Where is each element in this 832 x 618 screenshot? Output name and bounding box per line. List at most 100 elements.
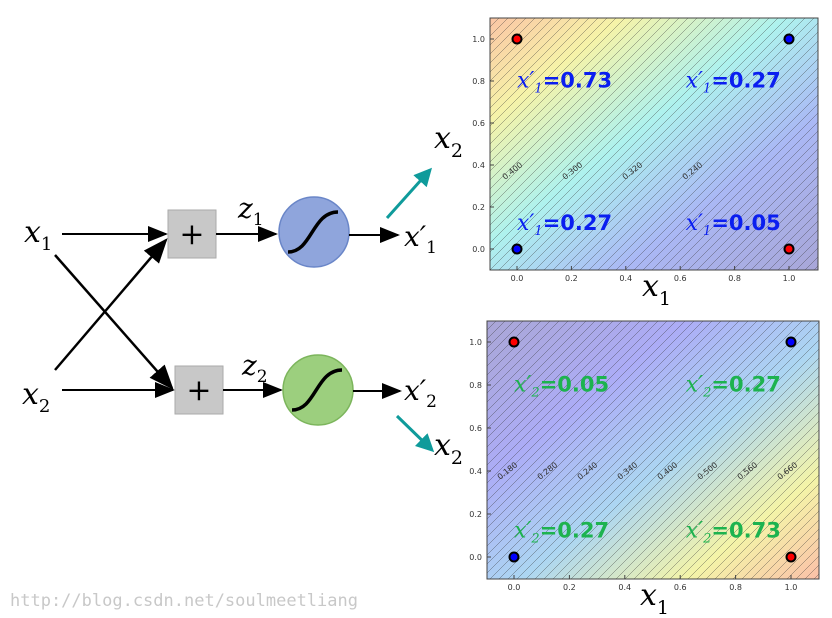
x-tick-label: 0.6 (674, 274, 687, 283)
x-tick-label: 1.0 (785, 583, 798, 592)
contour-line (543, 321, 803, 579)
contour-line (642, 94, 818, 270)
y-tick-label: 0.4 (472, 161, 485, 170)
contour-line (633, 393, 819, 579)
contour-line (507, 18, 761, 270)
contour-line (750, 510, 819, 579)
input-x2-label: x2 (22, 377, 50, 417)
contour-line (696, 456, 819, 579)
watermark: http://blog.csdn.net/soulmeetliang (10, 591, 358, 611)
contour-line (768, 220, 818, 270)
decision-plot-1: 0.0 0.2 0.4 0.6 0.8 1.00.00.20.40.60.81.00.40… (434, 17, 819, 310)
y-axis-label: x2 (434, 121, 463, 162)
contour-line (487, 321, 659, 493)
contour-line (579, 31, 818, 270)
output-value-annotation: x′1=0.27 (686, 68, 781, 96)
contour-line (723, 175, 818, 270)
contour-line (487, 321, 704, 538)
contour-line (741, 501, 819, 579)
contour-line (606, 58, 818, 270)
contour-line (490, 18, 599, 127)
contour-line (487, 321, 740, 574)
x-tick-label: 0.8 (729, 583, 742, 592)
contour-line (487, 321, 515, 349)
decision-plot-2: 0.0 0.2 0.4 0.6 0.8 1.00.00.20.40.60.81.00.18… (434, 320, 820, 618)
sum-node-2 (174, 365, 224, 415)
x-tick-label: 0.0 (508, 583, 521, 592)
contour-line (490, 18, 626, 154)
plus-icon: + (179, 217, 204, 252)
output-value-annotation: x′1=0.73 (517, 68, 612, 96)
contour-line (687, 447, 819, 579)
z1-label: z1 (237, 192, 264, 230)
contour-line (516, 321, 776, 579)
contour-line (723, 483, 819, 579)
contour-line (534, 18, 788, 270)
contour-line (487, 321, 677, 511)
contour-line (714, 474, 819, 579)
output-value-annotation: x′2=0.05 (514, 372, 609, 400)
output-x1prime-label: x′1 (404, 220, 437, 258)
contour-line (669, 121, 818, 270)
contour-line (490, 18, 554, 82)
contour-line (487, 321, 551, 385)
contour-line (705, 157, 818, 270)
contour-line (579, 339, 819, 579)
contour-line (597, 49, 818, 270)
plot-frame (489, 17, 819, 271)
contour-line (487, 321, 731, 565)
contour-line (487, 321, 578, 412)
edge-x1-sum2 (54, 254, 174, 390)
contour-lines (487, 321, 819, 579)
contour-line (490, 18, 671, 199)
contour-line (487, 321, 641, 475)
contour-line (525, 321, 785, 579)
x-tick-label: 0.2 (565, 274, 578, 283)
contour-line (543, 18, 797, 270)
z2-label: z2 (241, 349, 268, 387)
contour-line (615, 375, 819, 579)
contour-lines (490, 18, 818, 270)
data-point (508, 336, 520, 348)
contour-line (490, 18, 518, 46)
contour-line (732, 184, 818, 270)
contour-line (487, 321, 569, 403)
x-tick-label: 0.2 (563, 583, 576, 592)
x-axis-label: x1 (640, 578, 669, 618)
contour-line (507, 321, 767, 579)
contour-line (759, 211, 818, 270)
y-tick-label: 0.8 (472, 77, 485, 86)
contour-line (732, 492, 819, 579)
contour-line (678, 438, 819, 579)
contour-line (570, 330, 819, 579)
y-tick-label: 0.6 (469, 424, 482, 433)
y-tick-label: 1.0 (469, 338, 482, 347)
contour-line (487, 321, 722, 556)
contour-line (490, 18, 662, 190)
contour-line (489, 321, 749, 579)
contour-line (615, 67, 818, 270)
contour-line (490, 18, 581, 109)
contour-line (660, 112, 818, 270)
contour-line (490, 18, 608, 136)
contour-line (570, 22, 818, 270)
sigmoid-icon (291, 368, 343, 412)
contour-line (696, 148, 818, 270)
output-x2prime-label: x′2 (404, 374, 437, 412)
contour-line (642, 402, 819, 579)
data-point (511, 243, 523, 255)
plus-icon: + (186, 373, 211, 408)
contour-line (651, 411, 819, 579)
contour-line (768, 528, 819, 579)
y-tick-label: 0.4 (469, 467, 482, 476)
output-value-annotation: x′2=0.73 (686, 519, 781, 547)
x-tick-label: 0.4 (619, 274, 632, 283)
contour-line (487, 321, 695, 529)
contour-line (487, 321, 605, 439)
contour-line (487, 321, 713, 547)
contour-line (624, 384, 819, 579)
y-axis-label: x2 (434, 428, 463, 469)
contour-line (490, 18, 545, 73)
output-value-annotation: x′2=0.27 (514, 519, 609, 547)
